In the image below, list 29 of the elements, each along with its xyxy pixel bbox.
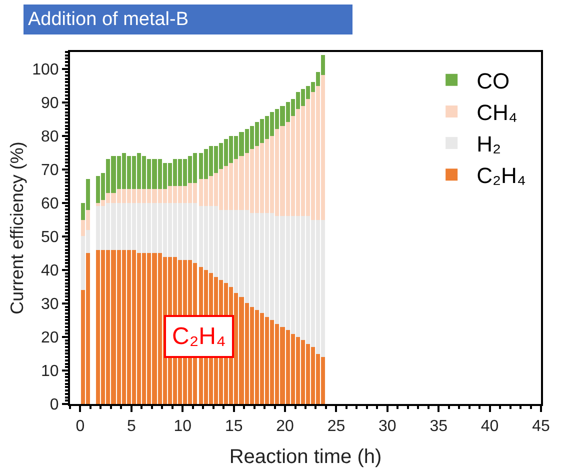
- legend-label: H₂: [476, 132, 502, 157]
- y-tick-label: 0: [50, 396, 59, 414]
- x-tick-label: 5: [126, 418, 136, 436]
- y-tick-label: 30: [41, 296, 59, 314]
- y-tick-label: 40: [41, 262, 59, 280]
- legend-label: CH₄: [476, 100, 518, 126]
- y-tick-label: 90: [41, 94, 59, 112]
- y-tick-label: 20: [41, 330, 59, 347]
- chart-title: Addition of metal-B: [28, 9, 189, 30]
- x-tick-label: 25: [327, 418, 346, 436]
- annotation: C₂H₄: [172, 323, 226, 350]
- x-tick-label: 40: [480, 418, 499, 436]
- y-tick-label: 70: [41, 162, 59, 179]
- x-tick-label: 20: [276, 418, 294, 436]
- x-tick-label: 30: [378, 418, 396, 436]
- legend-label: CO: [476, 68, 510, 94]
- x-tick-label: 0: [76, 418, 85, 436]
- x-axis-title: Reaction time (h): [229, 446, 382, 468]
- legend-label: C₂H₄: [476, 163, 526, 188]
- y-tick-label: 50: [41, 228, 59, 246]
- y-tick-label: 80: [41, 128, 59, 146]
- x-tick-label: 10: [174, 418, 192, 436]
- y-tick-label: 10: [41, 363, 59, 380]
- y-tick-label: 100: [32, 61, 59, 78]
- x-tick-label: 45: [532, 418, 550, 436]
- x-tick-label: 15: [224, 418, 243, 436]
- y-tick-label: 60: [41, 195, 59, 212]
- y-axis-title: Current efficiency (%): [6, 142, 27, 314]
- x-tick-label: 35: [430, 418, 448, 436]
